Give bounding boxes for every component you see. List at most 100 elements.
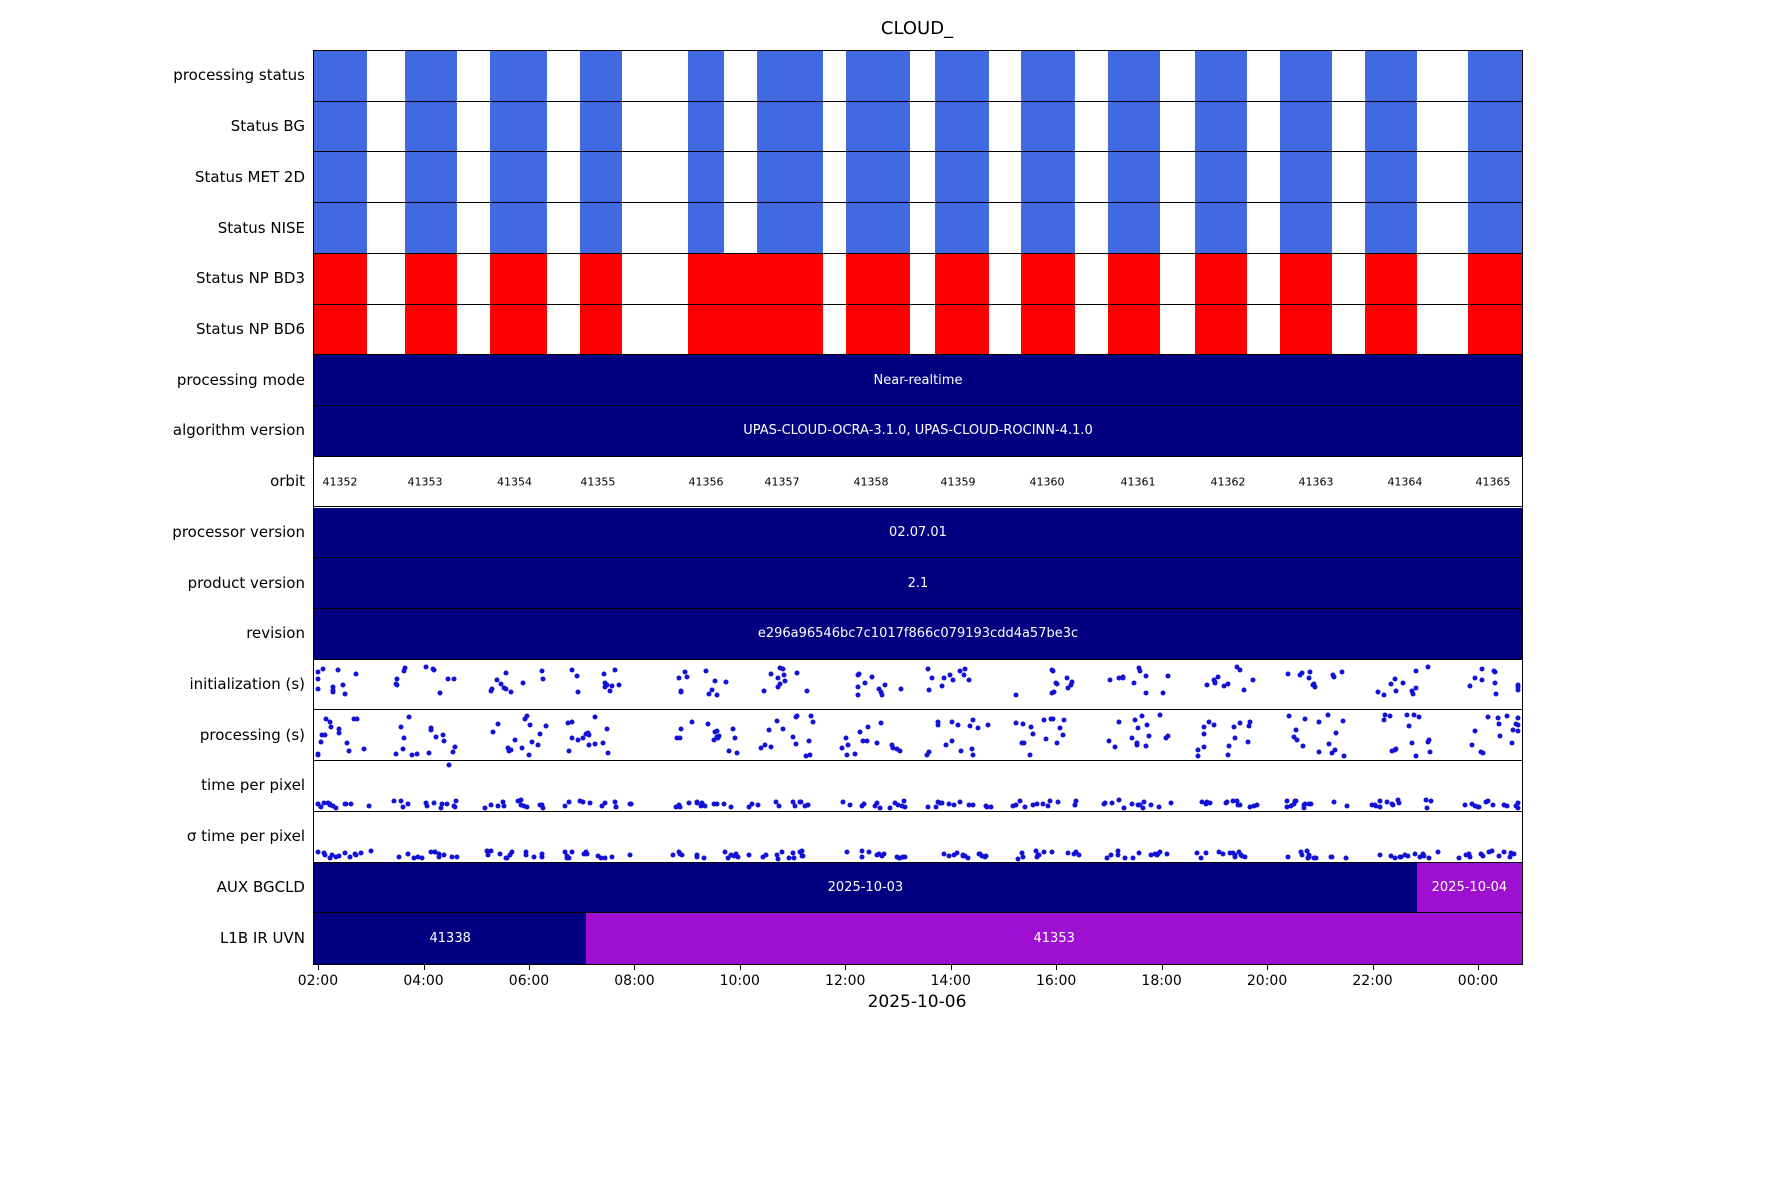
scatter-dot bbox=[1136, 665, 1142, 671]
value-band: 41353 bbox=[586, 913, 1522, 964]
scatter-dot bbox=[957, 668, 963, 674]
scatter-dot bbox=[440, 732, 446, 738]
scatter-dot bbox=[616, 682, 622, 688]
status-bar bbox=[1194, 152, 1247, 203]
scatter-dot bbox=[694, 800, 700, 806]
status-bar bbox=[490, 152, 548, 203]
scatter-dot bbox=[897, 748, 903, 754]
scatter-dot bbox=[605, 750, 611, 756]
scatter-dot bbox=[562, 803, 568, 809]
scatter-dot bbox=[969, 746, 975, 752]
scatter-dot bbox=[1492, 669, 1498, 675]
scatter-dot bbox=[315, 751, 321, 757]
scatter-dot bbox=[1340, 718, 1346, 724]
scatter-dot bbox=[1154, 852, 1160, 858]
status-bar bbox=[1107, 304, 1160, 355]
scatter-dot bbox=[400, 746, 406, 752]
scatter-dot bbox=[315, 849, 321, 855]
scatter-dot bbox=[746, 852, 752, 858]
x-tick-mark bbox=[1372, 964, 1374, 970]
scatter-dot bbox=[1116, 719, 1122, 725]
scatter-dot bbox=[866, 849, 872, 855]
scatter-dot bbox=[439, 801, 445, 807]
scatter-dot bbox=[361, 746, 367, 752]
scatter-dot bbox=[1339, 669, 1345, 675]
scatter-dot bbox=[966, 677, 972, 683]
scatter-dot bbox=[879, 692, 885, 698]
scatter-dot bbox=[1216, 849, 1222, 855]
scatter-dot bbox=[437, 690, 443, 696]
scatter-dot bbox=[1485, 714, 1491, 720]
scatter-dot bbox=[1469, 801, 1475, 807]
scatter-dot bbox=[1069, 679, 1075, 685]
row-label-processing-mode: processing mode bbox=[176, 370, 305, 389]
status-bar bbox=[1194, 253, 1247, 304]
scatter-dot bbox=[1020, 854, 1026, 860]
status-bar bbox=[490, 253, 548, 304]
status-bar bbox=[934, 304, 990, 355]
scatter-dot bbox=[346, 748, 352, 754]
scatter-dot bbox=[320, 666, 326, 672]
scatter-dot bbox=[523, 852, 529, 858]
scatter-dot bbox=[1027, 752, 1033, 758]
scatter-dot bbox=[1293, 727, 1298, 733]
scatter-dot bbox=[519, 745, 525, 751]
scatter-dot bbox=[1382, 712, 1388, 717]
scatter-dot bbox=[926, 749, 932, 755]
scatter-dot bbox=[961, 672, 967, 678]
scatter-dot bbox=[566, 748, 572, 754]
scatter-dot bbox=[1139, 713, 1145, 719]
scatter-dot bbox=[1049, 667, 1055, 673]
plot-area: Near-realtime UPAS-CLOUD-OCRA-3.1.0, UPAS… bbox=[313, 50, 1523, 965]
x-tick-label: 20:00 bbox=[1246, 973, 1288, 989]
orbit-number: 41353 bbox=[407, 475, 443, 489]
x-tick-label: 08:00 bbox=[614, 973, 655, 989]
scatter-dot bbox=[941, 851, 947, 857]
value-band: 41338 bbox=[314, 913, 587, 964]
scatter-dot bbox=[1402, 852, 1408, 858]
row-algorithm-version: UPAS-CLOUD-OCRA-3.1.0, UPAS-CLOUD-ROCINN… bbox=[314, 406, 1522, 457]
status-bar bbox=[1467, 304, 1522, 355]
scatter-dot bbox=[1035, 852, 1041, 858]
scatter-dot bbox=[676, 802, 682, 808]
scatter-dot bbox=[1306, 675, 1312, 681]
scatter-dot bbox=[951, 852, 957, 858]
scatter-dot bbox=[436, 854, 442, 860]
scatter-dot bbox=[1130, 855, 1136, 861]
scatter-dot bbox=[1141, 799, 1147, 805]
scatter-dot bbox=[1409, 688, 1415, 694]
x-axis: 02:00 04:00 06:00 08:00 10:00 12:00 14:00 16:00… bbox=[298, 964, 1521, 1006]
scatter-dot bbox=[768, 671, 774, 677]
orbit-number: 41364 bbox=[1387, 475, 1423, 489]
scatter-dot bbox=[315, 669, 321, 675]
scatter-dot bbox=[1136, 850, 1142, 856]
scatter-dot bbox=[539, 802, 545, 808]
scatter-dot bbox=[1137, 668, 1143, 674]
scatter-dot bbox=[1515, 715, 1521, 721]
scatter-dot bbox=[495, 721, 501, 727]
scatter-dot bbox=[970, 717, 976, 723]
scatter-dot bbox=[1515, 682, 1521, 688]
status-bar bbox=[490, 203, 548, 253]
status-bar bbox=[757, 203, 823, 253]
scatter-dot bbox=[1291, 801, 1297, 807]
scatter-dot bbox=[1201, 731, 1207, 737]
status-bar bbox=[1107, 51, 1160, 101]
scatter-dot bbox=[878, 689, 884, 695]
scatter-dot bbox=[1426, 855, 1432, 861]
scatter-dot bbox=[1472, 728, 1478, 734]
status-bar bbox=[579, 203, 623, 253]
scatter-dot bbox=[804, 688, 810, 694]
scatter-dot bbox=[847, 802, 853, 808]
scatter-dot bbox=[1028, 724, 1034, 730]
scatter-dot bbox=[902, 804, 908, 810]
row-time-per-pixel bbox=[314, 761, 1522, 812]
scatter-dot bbox=[506, 748, 512, 754]
status-bar bbox=[1280, 253, 1333, 304]
x-tick-label: 10:00 bbox=[719, 973, 760, 989]
scatter-dot bbox=[1104, 855, 1110, 861]
scatter-dot bbox=[1479, 677, 1485, 683]
value-band: 2.1 bbox=[314, 558, 1522, 608]
scatter-dot bbox=[901, 798, 907, 804]
scatter-dot bbox=[1247, 719, 1253, 725]
